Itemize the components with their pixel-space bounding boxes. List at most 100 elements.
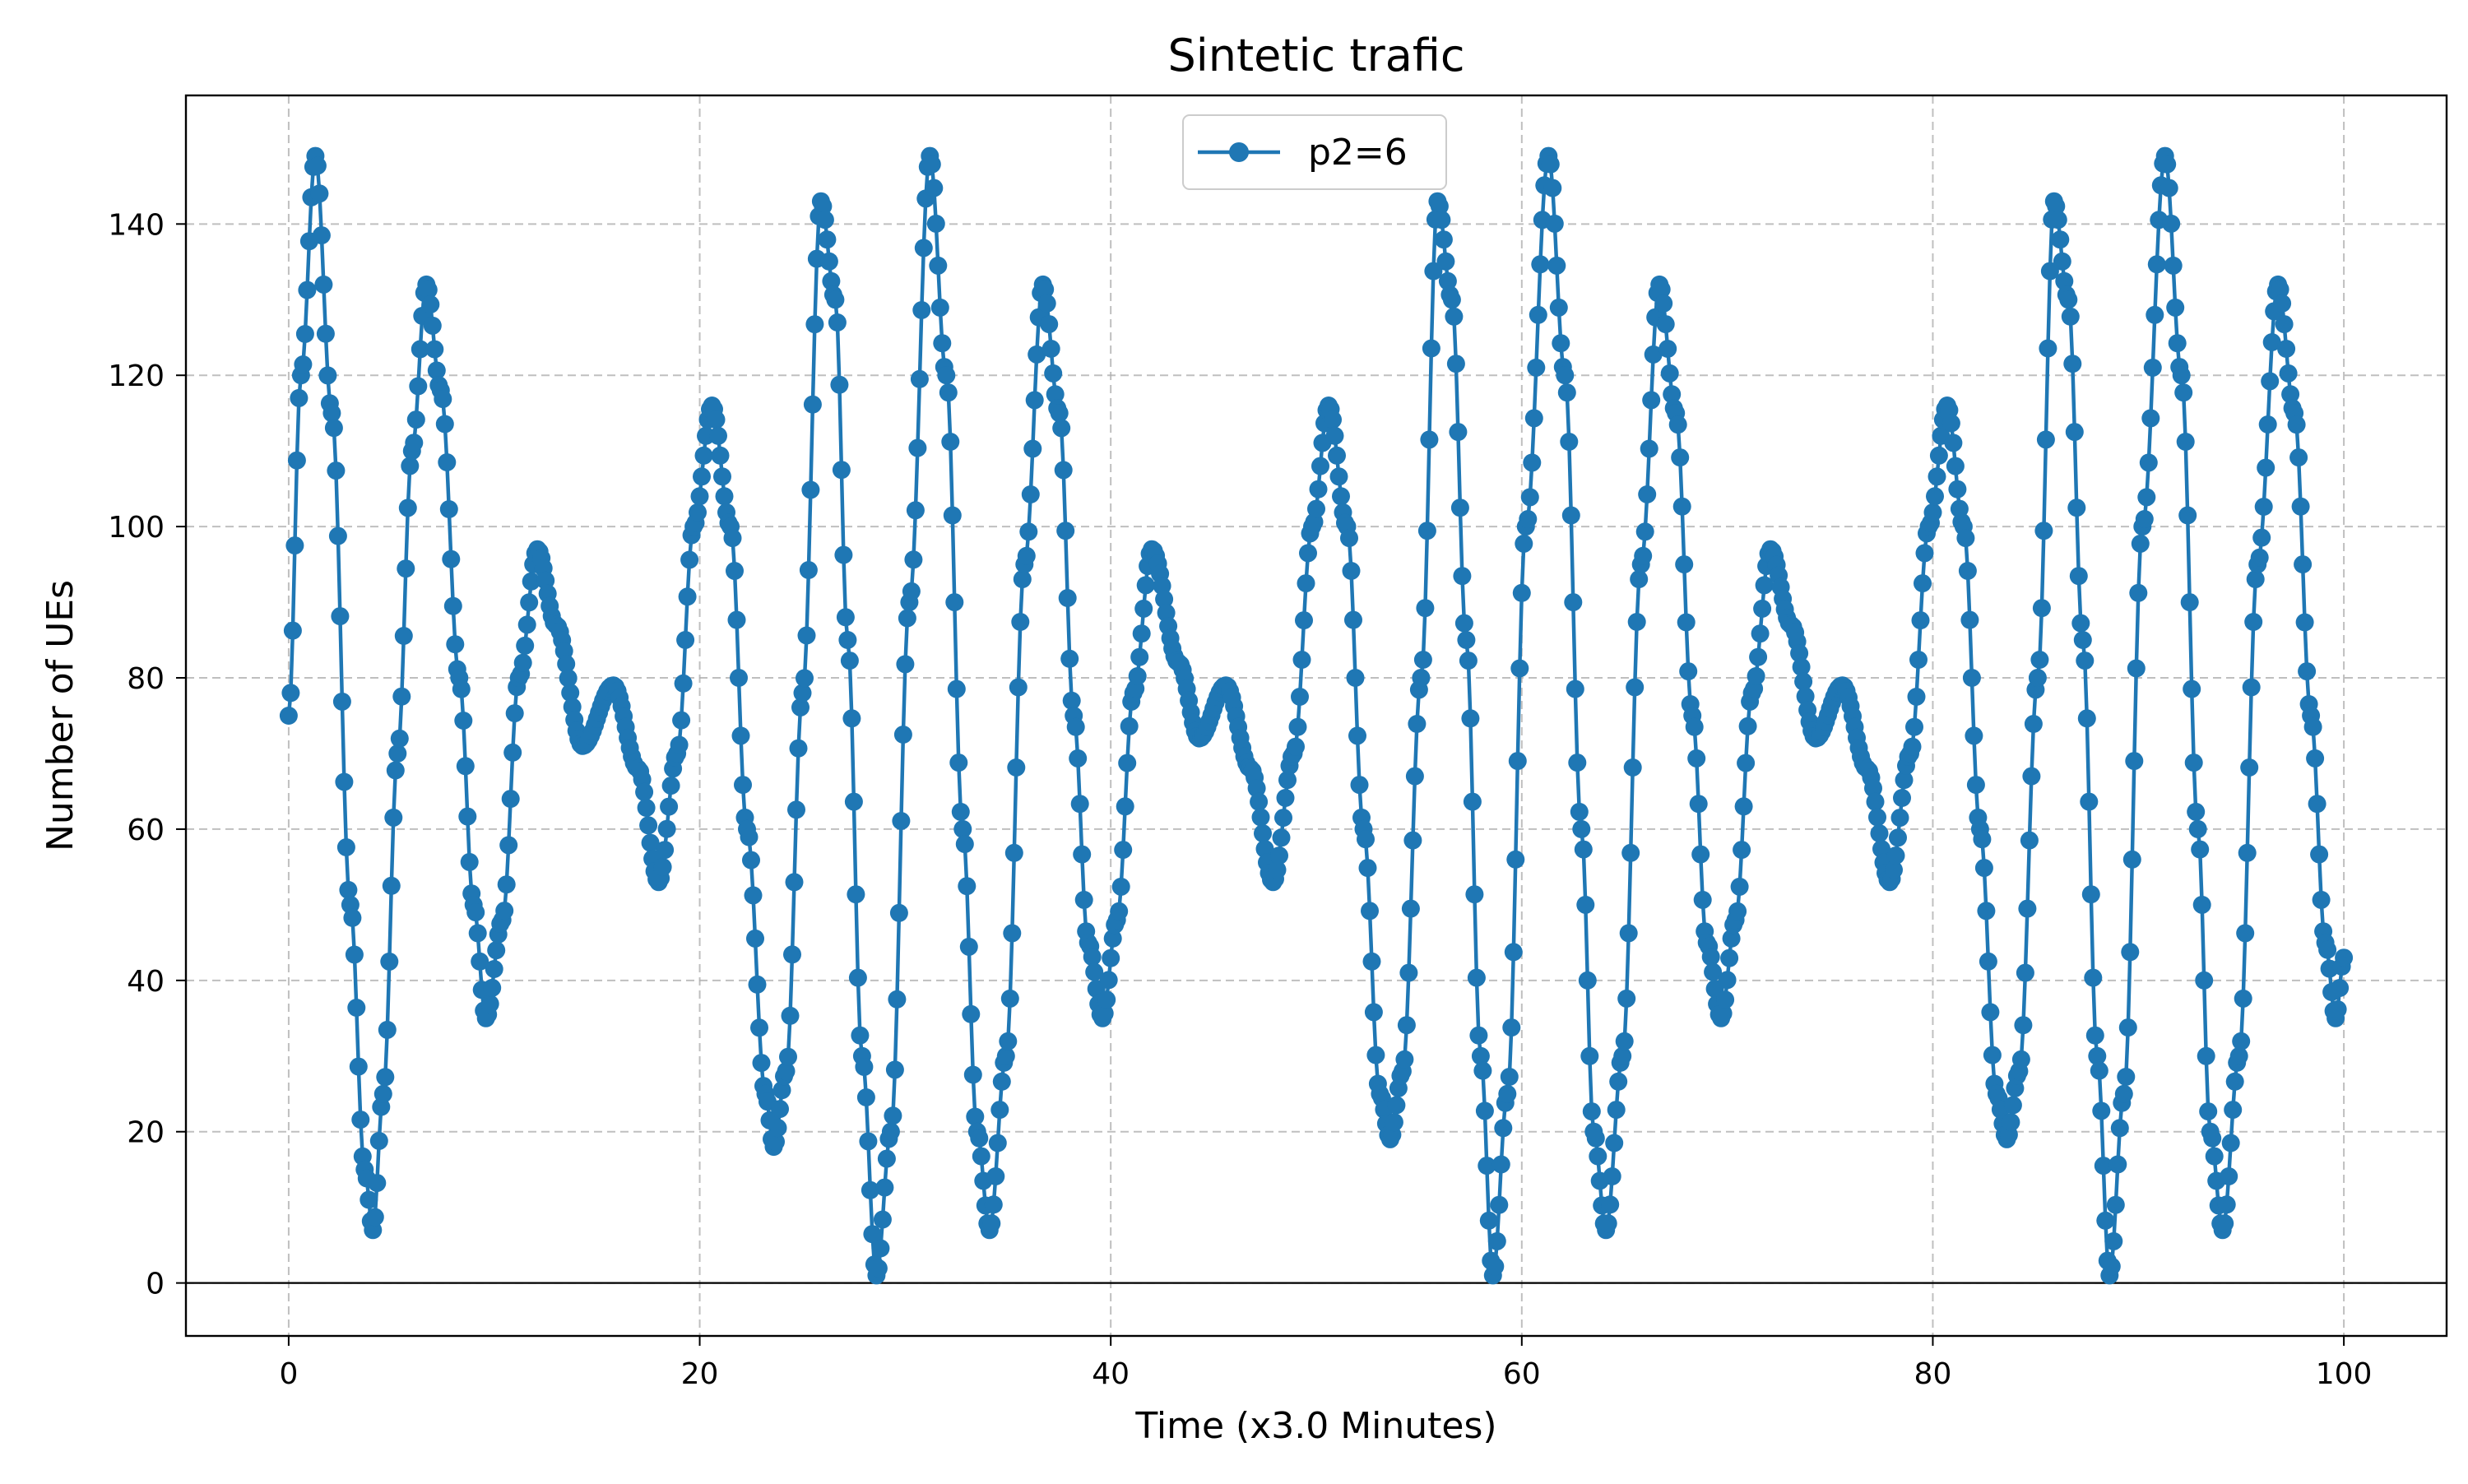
data-point [2110, 1119, 2129, 1138]
data-point [1663, 385, 1682, 404]
data-point [411, 340, 429, 359]
data-point [1344, 610, 1362, 629]
data-point [1974, 859, 1993, 878]
data-point [1490, 1195, 1509, 1214]
data-point [2257, 458, 2275, 477]
data-point [982, 1214, 1001, 1233]
data-point [1527, 358, 1546, 377]
data-point [324, 419, 343, 438]
data-point [1416, 599, 1435, 618]
data-point [789, 739, 808, 758]
data-point [1519, 510, 1538, 528]
data-point [1520, 488, 1539, 507]
data-point [750, 1018, 768, 1037]
data-point [2221, 1134, 2240, 1152]
data-point [2118, 1018, 2137, 1037]
x-tick-label: 40 [1092, 1357, 1130, 1391]
data-point [339, 880, 358, 899]
data-point [454, 712, 473, 730]
data-point [2166, 298, 2185, 317]
data-point [2281, 385, 2300, 404]
data-point [689, 503, 707, 522]
data-point [1564, 593, 1583, 612]
data-point [1570, 802, 1589, 821]
data-point [904, 550, 923, 569]
data-point [1446, 355, 1465, 373]
data-point [1677, 613, 1696, 632]
data-point [1412, 669, 1431, 687]
data-point [2090, 1061, 2108, 1080]
data-point [483, 978, 502, 997]
data-point [2250, 548, 2269, 567]
data-point [487, 941, 506, 960]
data-point [1983, 1046, 2002, 1064]
data-point [2289, 448, 2308, 467]
data-point [290, 388, 308, 407]
data-point [1561, 506, 1580, 525]
data-point [386, 761, 405, 780]
data-point [1395, 1050, 1414, 1069]
data-point [1295, 611, 1313, 630]
data-point [2328, 1000, 2347, 1018]
data-point [308, 156, 327, 175]
data-point [801, 480, 820, 499]
data-point [2242, 678, 2261, 697]
data-point [2088, 1046, 2107, 1065]
data-point [1110, 902, 1129, 921]
data-point [331, 607, 350, 626]
data-point [2121, 943, 2140, 962]
data-point [1003, 924, 1022, 943]
data-point [1981, 1003, 2000, 1022]
data-point [456, 757, 475, 776]
data-point [1311, 457, 1329, 475]
data-point [771, 1100, 789, 1119]
data-point [1401, 899, 1420, 918]
data-point [2261, 372, 2280, 391]
data-point [2225, 1072, 2244, 1091]
data-point [351, 1111, 370, 1129]
data-point [779, 1047, 797, 1066]
data-point [1357, 830, 1375, 849]
series-layer [279, 146, 2354, 1285]
data-point [480, 995, 499, 1013]
data-point [1523, 453, 1542, 472]
data-point [709, 426, 727, 445]
data-point [1552, 334, 1570, 353]
data-point [2147, 255, 2166, 274]
data-point [734, 776, 752, 795]
data-point [2303, 717, 2322, 736]
data-point [298, 281, 317, 299]
data-point [1613, 1046, 1632, 1065]
data-point [1890, 809, 1909, 828]
data-point [1442, 290, 1461, 309]
data-point [1679, 662, 1698, 681]
data-point [2131, 534, 2150, 553]
data-point [2071, 614, 2090, 633]
y-tick-label: 140 [108, 208, 165, 242]
data-point [966, 1107, 985, 1126]
plot-frame [184, 94, 2448, 1338]
data-point [1928, 467, 1946, 486]
data-point [840, 652, 859, 670]
data-point [2295, 613, 2314, 632]
data-point [2104, 1231, 2123, 1250]
data-point [2258, 415, 2277, 434]
data-point [1751, 624, 1770, 643]
data-point [787, 800, 805, 819]
data-point [1132, 624, 1151, 643]
data-point [2051, 230, 2070, 249]
data-point [2312, 890, 2331, 909]
data-point [1889, 828, 1907, 847]
data-point [2011, 1050, 2030, 1069]
data-point [1436, 252, 1455, 271]
data-point [1058, 589, 1077, 607]
data-point [1720, 948, 1739, 967]
data-point [635, 782, 654, 801]
data-point [434, 390, 452, 409]
data-point [1956, 529, 1975, 548]
data-point [1486, 1257, 1505, 1276]
data-point [1671, 448, 1690, 467]
data-point [2275, 315, 2294, 334]
data-point [1962, 669, 1981, 687]
